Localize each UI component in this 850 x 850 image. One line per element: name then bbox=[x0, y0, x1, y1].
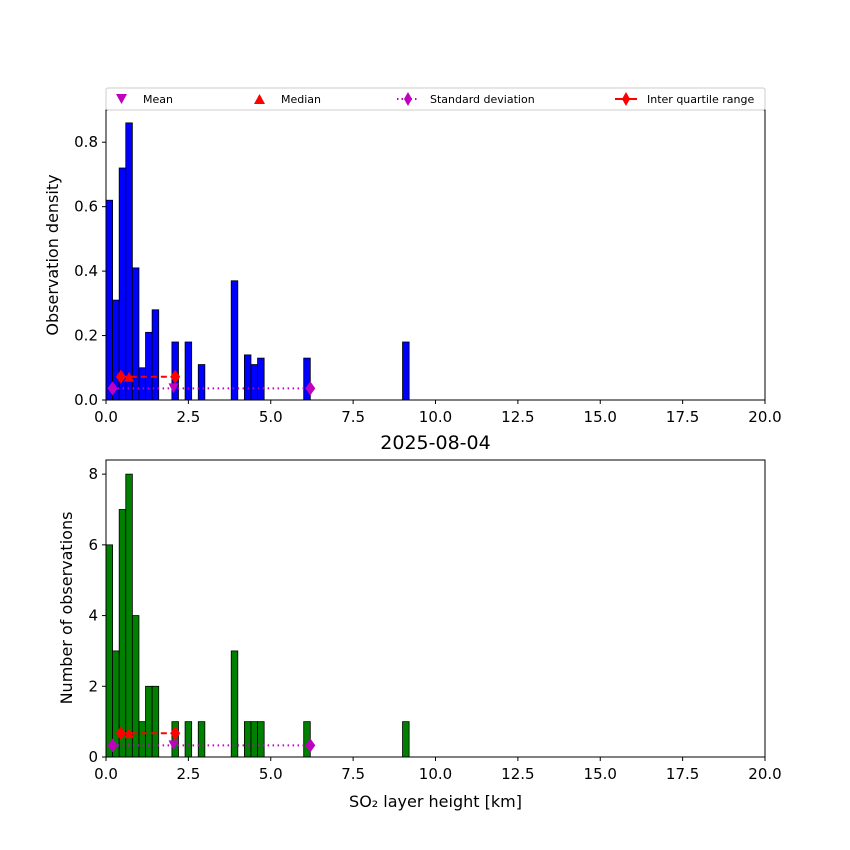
count-y-tick-label: 8 bbox=[88, 465, 98, 483]
density-x-tick-label: 15.0 bbox=[584, 408, 617, 426]
count-histogram-bar bbox=[243, 721, 252, 758]
density-x-tick-label: 0.0 bbox=[94, 408, 118, 426]
count-y-axis-label: Number of observations bbox=[57, 512, 76, 705]
legend-label-std: Standard deviation bbox=[430, 93, 535, 106]
density-histogram-bar bbox=[105, 199, 113, 401]
legend-entry-median: Median bbox=[254, 93, 321, 106]
count-iqr-marker bbox=[170, 726, 181, 741]
count-histogram-bar bbox=[257, 721, 265, 758]
density-y-axis-label: Observation density bbox=[43, 174, 62, 335]
density-median-marker bbox=[124, 371, 135, 382]
density-histogram-bar bbox=[184, 341, 193, 401]
legend-label-iqr: Inter quartile range bbox=[647, 93, 754, 106]
count-panel: 2025-08-04 0.0 2.5 5.0 7.5 10.0 12.5 15.0 17.5 2… bbox=[57, 432, 782, 811]
count-x-tick-label: 0.0 bbox=[94, 765, 118, 783]
count-histogram-bar bbox=[138, 721, 146, 758]
count-x-tick-label: 10.0 bbox=[419, 765, 452, 783]
count-iqr-marker bbox=[115, 726, 126, 741]
density-panel: 0.0 2.5 5.0 7.5 10.0 12.5 15.0 17.5 20.0 0.0 0.2 0… bbox=[43, 109, 782, 426]
count-x-tick-label: 2.5 bbox=[176, 765, 200, 783]
count-x-tick-label: 20.0 bbox=[748, 765, 781, 783]
count-histogram-bar bbox=[105, 544, 113, 758]
count-histogram-bar bbox=[303, 721, 311, 758]
density-x-tick-label: 5.0 bbox=[259, 408, 283, 426]
legend-label-mean: Mean bbox=[143, 93, 173, 106]
count-x-tick-label: 17.5 bbox=[666, 765, 699, 783]
count-x-tick-label: 12.5 bbox=[501, 765, 534, 783]
legend-label-median: Median bbox=[281, 93, 321, 106]
density-histogram-bar bbox=[125, 122, 133, 401]
density-histogram-bar bbox=[138, 367, 146, 401]
std-marker-icon bbox=[404, 92, 412, 106]
density-histogram-bar bbox=[131, 267, 140, 401]
count-x-tick-label: 15.0 bbox=[584, 765, 617, 783]
density-y-tick-label: 0.0 bbox=[74, 391, 98, 409]
count-chart-title: 2025-08-04 bbox=[380, 432, 490, 454]
count-std-marker bbox=[305, 738, 316, 753]
legend-entry-iqr: Inter quartile range bbox=[615, 92, 754, 106]
count-histogram-bar bbox=[151, 685, 160, 758]
density-x-tick-label: 10.0 bbox=[419, 408, 452, 426]
density-mean-marker bbox=[168, 383, 179, 394]
count-histogram-bar bbox=[125, 473, 133, 758]
density-x-tick-label: 17.5 bbox=[666, 408, 699, 426]
count-x-tick-label: 7.5 bbox=[341, 765, 365, 783]
count-y-tick-label: 6 bbox=[88, 536, 98, 554]
density-histogram-bar bbox=[250, 364, 258, 401]
mean-marker-icon bbox=[116, 94, 127, 104]
count-histogram-bar bbox=[250, 721, 258, 758]
density-histogram-bar bbox=[145, 331, 153, 401]
count-histogram-bar bbox=[118, 509, 127, 758]
density-histogram-bar bbox=[257, 357, 265, 401]
count-histogram-bar bbox=[230, 650, 239, 758]
density-y-tick-label: 0.6 bbox=[74, 198, 98, 216]
density-iqr-marker bbox=[170, 369, 181, 384]
iqr-marker-icon bbox=[622, 92, 630, 106]
count-mean-marker bbox=[168, 740, 179, 751]
density-histogram-bar bbox=[151, 309, 160, 401]
density-x-tick-label: 2.5 bbox=[176, 408, 200, 426]
count-std-marker bbox=[107, 738, 118, 753]
median-marker-icon bbox=[254, 94, 265, 104]
legend-entry-std: Standard deviation bbox=[397, 92, 535, 106]
density-x-tick-label: 7.5 bbox=[341, 408, 365, 426]
count-histogram-bar bbox=[184, 721, 193, 758]
density-histogram-bar bbox=[197, 364, 206, 401]
density-y-tick-label: 0.8 bbox=[74, 133, 98, 151]
density-std-marker bbox=[305, 381, 316, 396]
count-y-tick-label: 4 bbox=[88, 607, 98, 625]
count-histogram-bar bbox=[402, 721, 410, 758]
count-histogram-bar bbox=[197, 721, 206, 758]
density-iqr-marker bbox=[115, 369, 126, 384]
density-histogram-bar bbox=[118, 167, 127, 401]
density-histogram-bar bbox=[230, 280, 239, 401]
density-histogram-bar bbox=[243, 354, 252, 401]
count-histogram-bar bbox=[145, 685, 153, 758]
density-histogram-bar bbox=[402, 341, 410, 401]
legend: Mean Median Standard deviation Inter qua… bbox=[105, 87, 766, 111]
density-x-tick-label: 20.0 bbox=[748, 408, 781, 426]
count-median-marker bbox=[124, 728, 135, 739]
count-histogram-bar bbox=[131, 615, 140, 758]
density-y-tick-label: 0.4 bbox=[74, 262, 98, 280]
density-x-tick-label: 12.5 bbox=[501, 408, 534, 426]
density-y-tick-label: 0.2 bbox=[74, 327, 98, 345]
count-x-tick-label: 5.0 bbox=[259, 765, 283, 783]
count-y-tick-label: 0 bbox=[88, 748, 98, 766]
legend-entry-mean: Mean bbox=[116, 93, 173, 106]
count-y-tick-label: 2 bbox=[88, 677, 98, 695]
density-std-marker bbox=[107, 381, 118, 396]
count-x-axis-label: SO₂ layer height [km] bbox=[349, 792, 522, 811]
